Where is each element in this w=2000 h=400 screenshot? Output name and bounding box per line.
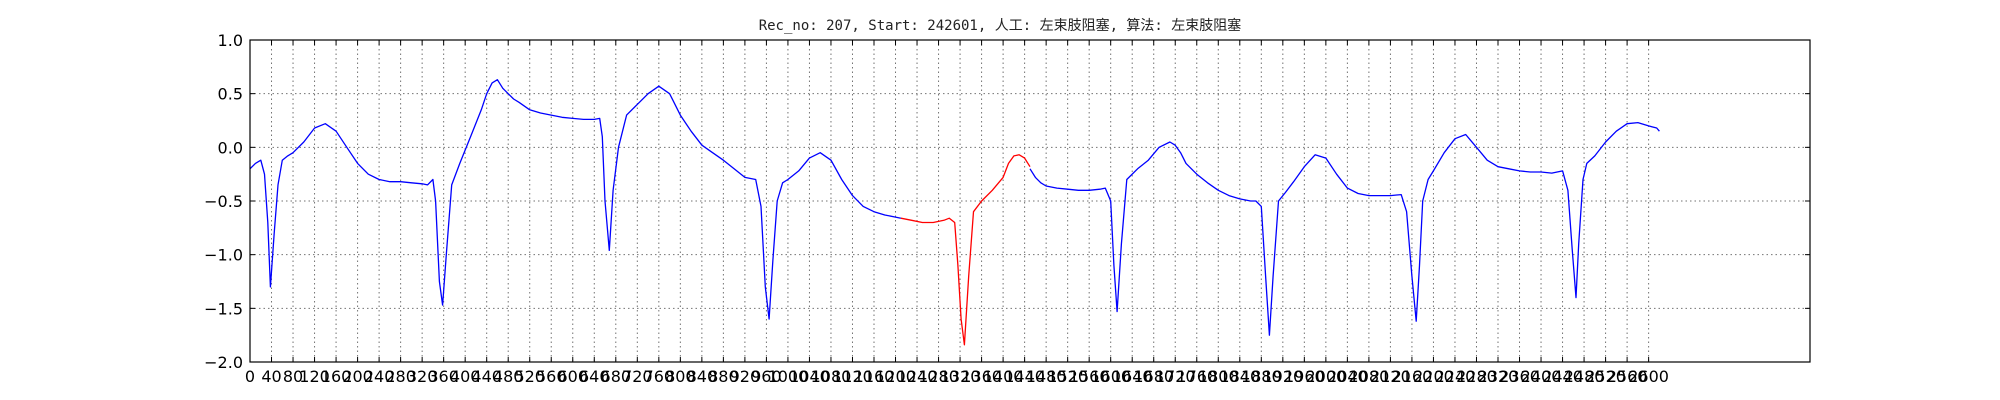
y-tick-label: 0.0 (218, 138, 243, 157)
x-tick-label: 240 (364, 367, 395, 386)
x-tick-label: 440 (471, 367, 502, 386)
grid (250, 40, 1810, 362)
x-tick-label: 920 (730, 367, 761, 386)
x-tick-label: 200 (342, 367, 373, 386)
chart-title: Rec_no: 207, Start: 242601, 人工: 左束肢阻塞, 算… (759, 17, 1242, 34)
x-tick-label: 1360 (961, 367, 1002, 386)
x-tick-label: 1720 (1155, 367, 1196, 386)
y-tick-label: 0.5 (218, 85, 243, 104)
x-tick-label: 960 (751, 367, 782, 386)
series-line-3 (1029, 121, 1660, 336)
x-tick-label: 2240 (1435, 367, 1476, 386)
x-tick-label: 1760 (1176, 367, 1217, 386)
x-tick-label: 360 (428, 367, 459, 386)
x-tick-label: 880 (708, 367, 739, 386)
x-tick-label: 1480 (1026, 367, 1067, 386)
series-line-1 (249, 79, 902, 320)
x-tick-label: 1320 (940, 367, 981, 386)
x-tick-label: 1200 (875, 367, 916, 386)
x-tick-label: 1600 (1090, 367, 1131, 386)
y-tick-label: 1.0 (218, 31, 243, 50)
y-tick-label: −1.5 (204, 299, 243, 318)
x-tick-label: 160 (321, 367, 352, 386)
x-tick-label: 680 (601, 367, 632, 386)
y-tick-label: −1.0 (204, 246, 243, 265)
x-tick-label: 2440 (1542, 367, 1583, 386)
x-tick-label: 560 (536, 367, 567, 386)
x-tick-label: 2120 (1370, 367, 1411, 386)
x-tick-label: 280 (385, 367, 416, 386)
x-tick-label: 720 (622, 367, 653, 386)
x-tick-label: 2280 (1456, 367, 1497, 386)
x-tick-label: 1800 (1198, 367, 1239, 386)
x-tick-label: 1240 (897, 367, 938, 386)
x-tick-label: 120 (299, 367, 330, 386)
y-tick-label: −0.5 (204, 192, 243, 211)
y-axis: 1.0 0.5 0.0 −0.5 −1.0 −1.5 −2.0 (204, 31, 1810, 372)
x-tick-label: 1400 (983, 367, 1024, 386)
x-tick-label: 1840 (1219, 367, 1260, 386)
x-tick-label: 840 (687, 367, 718, 386)
x-axis: 0 40 8012016020024028032036040044048052056… (245, 40, 1669, 386)
x-tick-label: 760 (644, 367, 675, 386)
x-tick-label: 520 (514, 367, 545, 386)
x-tick-label: 1680 (1133, 367, 1174, 386)
x-tick-label: 80 (283, 367, 303, 386)
x-tick-label: 480 (493, 367, 524, 386)
x-tick-label: 2000 (1306, 367, 1347, 386)
x-tick-label: 1560 (1069, 367, 1110, 386)
x-tick-label: 40 (261, 367, 281, 386)
x-tick-label: 600 (557, 367, 588, 386)
series-layer (249, 79, 1660, 346)
x-tick-label: 640 (579, 367, 610, 386)
x-tick-label: 1640 (1112, 367, 1153, 386)
x-tick-label: 2360 (1499, 367, 1540, 386)
x-tick-label: 1040 (789, 367, 830, 386)
x-tick-label: 1920 (1262, 367, 1303, 386)
x-tick-label: 2600 (1628, 367, 1669, 386)
x-tick-label: 320 (407, 367, 438, 386)
x-tick-label: 2200 (1413, 367, 1454, 386)
x-tick-label: 1120 (832, 367, 873, 386)
x-tick-label: 1960 (1284, 367, 1325, 386)
x-tick-label: 1160 (854, 367, 895, 386)
x-tick-label: 2520 (1585, 367, 1626, 386)
x-tick-label: 1080 (811, 367, 852, 386)
x-tick-label: 400 (450, 367, 481, 386)
x-tick-label: 1000 (768, 367, 809, 386)
series-line-2 (900, 154, 1031, 346)
y-tick-label: −2.0 (204, 353, 243, 372)
x-tick-label: 2480 (1564, 367, 1605, 386)
x-tick-label: 1440 (1004, 367, 1045, 386)
x-tick-label: 1280 (918, 367, 959, 386)
x-tick-label: 800 (665, 367, 696, 386)
x-tick-label: 2160 (1392, 367, 1433, 386)
x-tick-label: 2320 (1478, 367, 1519, 386)
x-tick-label: 2400 (1521, 367, 1562, 386)
x-tick-label: 0 (245, 367, 255, 386)
x-tick-label: 1520 (1047, 367, 1088, 386)
x-tick-label: 2560 (1607, 367, 1648, 386)
x-tick-label: 2080 (1349, 367, 1390, 386)
x-tick-label: 1880 (1241, 367, 1282, 386)
x-tick-label: 2040 (1327, 367, 1368, 386)
